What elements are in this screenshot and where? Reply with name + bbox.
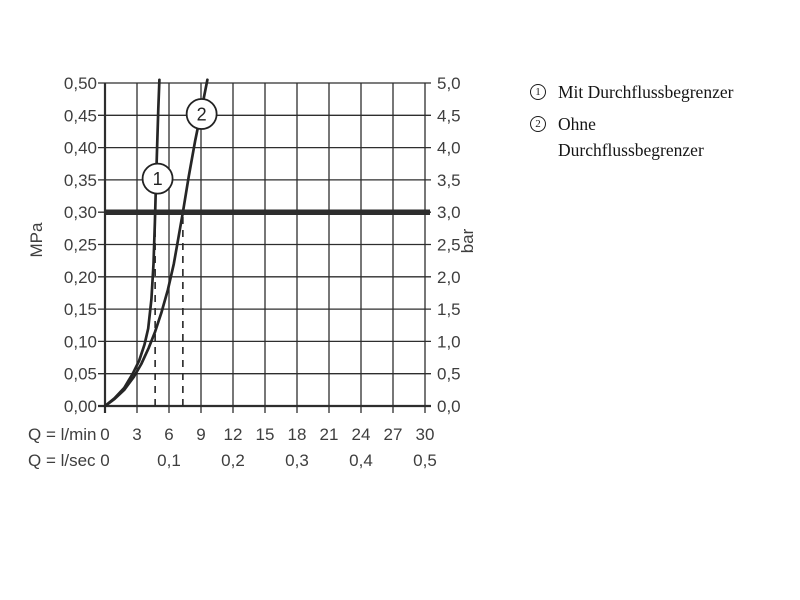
y-right-tick-label: 0,5 [437,365,461,384]
y-left-tick-label: 0,35 [64,171,97,190]
x-lmin-tick-label: 3 [132,425,141,444]
y-right-tick-label: 3,0 [437,203,461,222]
x-lsec-tick-label: 0,4 [349,451,373,470]
y-right-tick-label: 1,0 [437,332,461,351]
x-lmin-tick-label: 15 [256,425,275,444]
legend-label-2: Ohne Durchflussbegrenzer [558,114,704,160]
x-lsec-tick-label: 0 [100,451,109,470]
y-left-tick-label: 0,00 [64,397,97,416]
curve-marker-1-icon [141,162,174,195]
legend-marker-2-icon: 2 [530,116,546,132]
legend-marker-1-icon: 1 [530,84,546,100]
y-axis-label-bar: bar [458,228,477,253]
y-left-tick-label: 0,15 [64,300,97,319]
y-right-tick-label: 2,5 [437,236,461,255]
x-lmin-tick-label: 27 [384,425,403,444]
x-lmin-tick-label: 18 [288,425,307,444]
y-right-tick-label: 2,0 [437,268,461,287]
y-left-tick-label: 0,20 [64,268,97,287]
y-right-tick-label: 0,0 [437,397,461,416]
y-right-tick-label: 4,5 [437,106,461,125]
x-lsec-tick-label: 0,1 [157,451,181,470]
y-right-tick-label: 3,5 [437,171,461,190]
y-left-tick-label: 0,30 [64,203,97,222]
x-lmin-tick-label: 6 [164,425,173,444]
x-lsec-tick-label: 0,2 [221,451,245,470]
legend: 1 Mit Durchflussbegrenzer 2 Ohne Durchfl… [530,79,733,163]
y-right-tick-label: 1,5 [437,300,461,319]
y-left-tick-label: 0,05 [64,365,97,384]
y-axis-label-mpa: MPa [27,222,46,258]
y-left-tick-label: 0,10 [64,332,97,351]
x-lmin-tick-label: 30 [416,425,435,444]
y-left-tick-label: 0,50 [64,74,97,93]
curve-marker-label-2: 2 [197,105,207,125]
x-lmin-tick-label: 9 [196,425,205,444]
x-lmin-tick-label: 21 [320,425,339,444]
legend-label-1: Mit Durchflussbegrenzer [558,82,734,102]
y-right-tick-label: 4,0 [437,139,461,158]
y-right-tick-label: 5,0 [437,74,461,93]
x-axis-label-lmin: Q = l/min [28,425,97,444]
x-lsec-tick-label: 0,3 [285,451,309,470]
y-left-tick-label: 0,45 [64,106,97,125]
y-left-tick-label: 0,40 [64,139,97,158]
curve-marker-label-1: 1 [153,169,163,189]
y-left-tick-label: 0,25 [64,236,97,255]
x-axis-label-lsec: Q = l/sec [28,451,96,470]
legend-item-2: 2 Ohne Durchflussbegrenzer [530,111,733,163]
x-lsec-tick-label: 0,5 [413,451,437,470]
curve-1 [103,78,161,408]
x-lmin-tick-label: 24 [352,425,371,444]
x-lmin-tick-label: 0 [100,425,109,444]
curve-marker-2-icon [185,98,218,130]
legend-item-1: 1 Mit Durchflussbegrenzer [530,79,733,105]
x-lmin-tick-label: 12 [224,425,243,444]
curve-2 [103,78,209,408]
